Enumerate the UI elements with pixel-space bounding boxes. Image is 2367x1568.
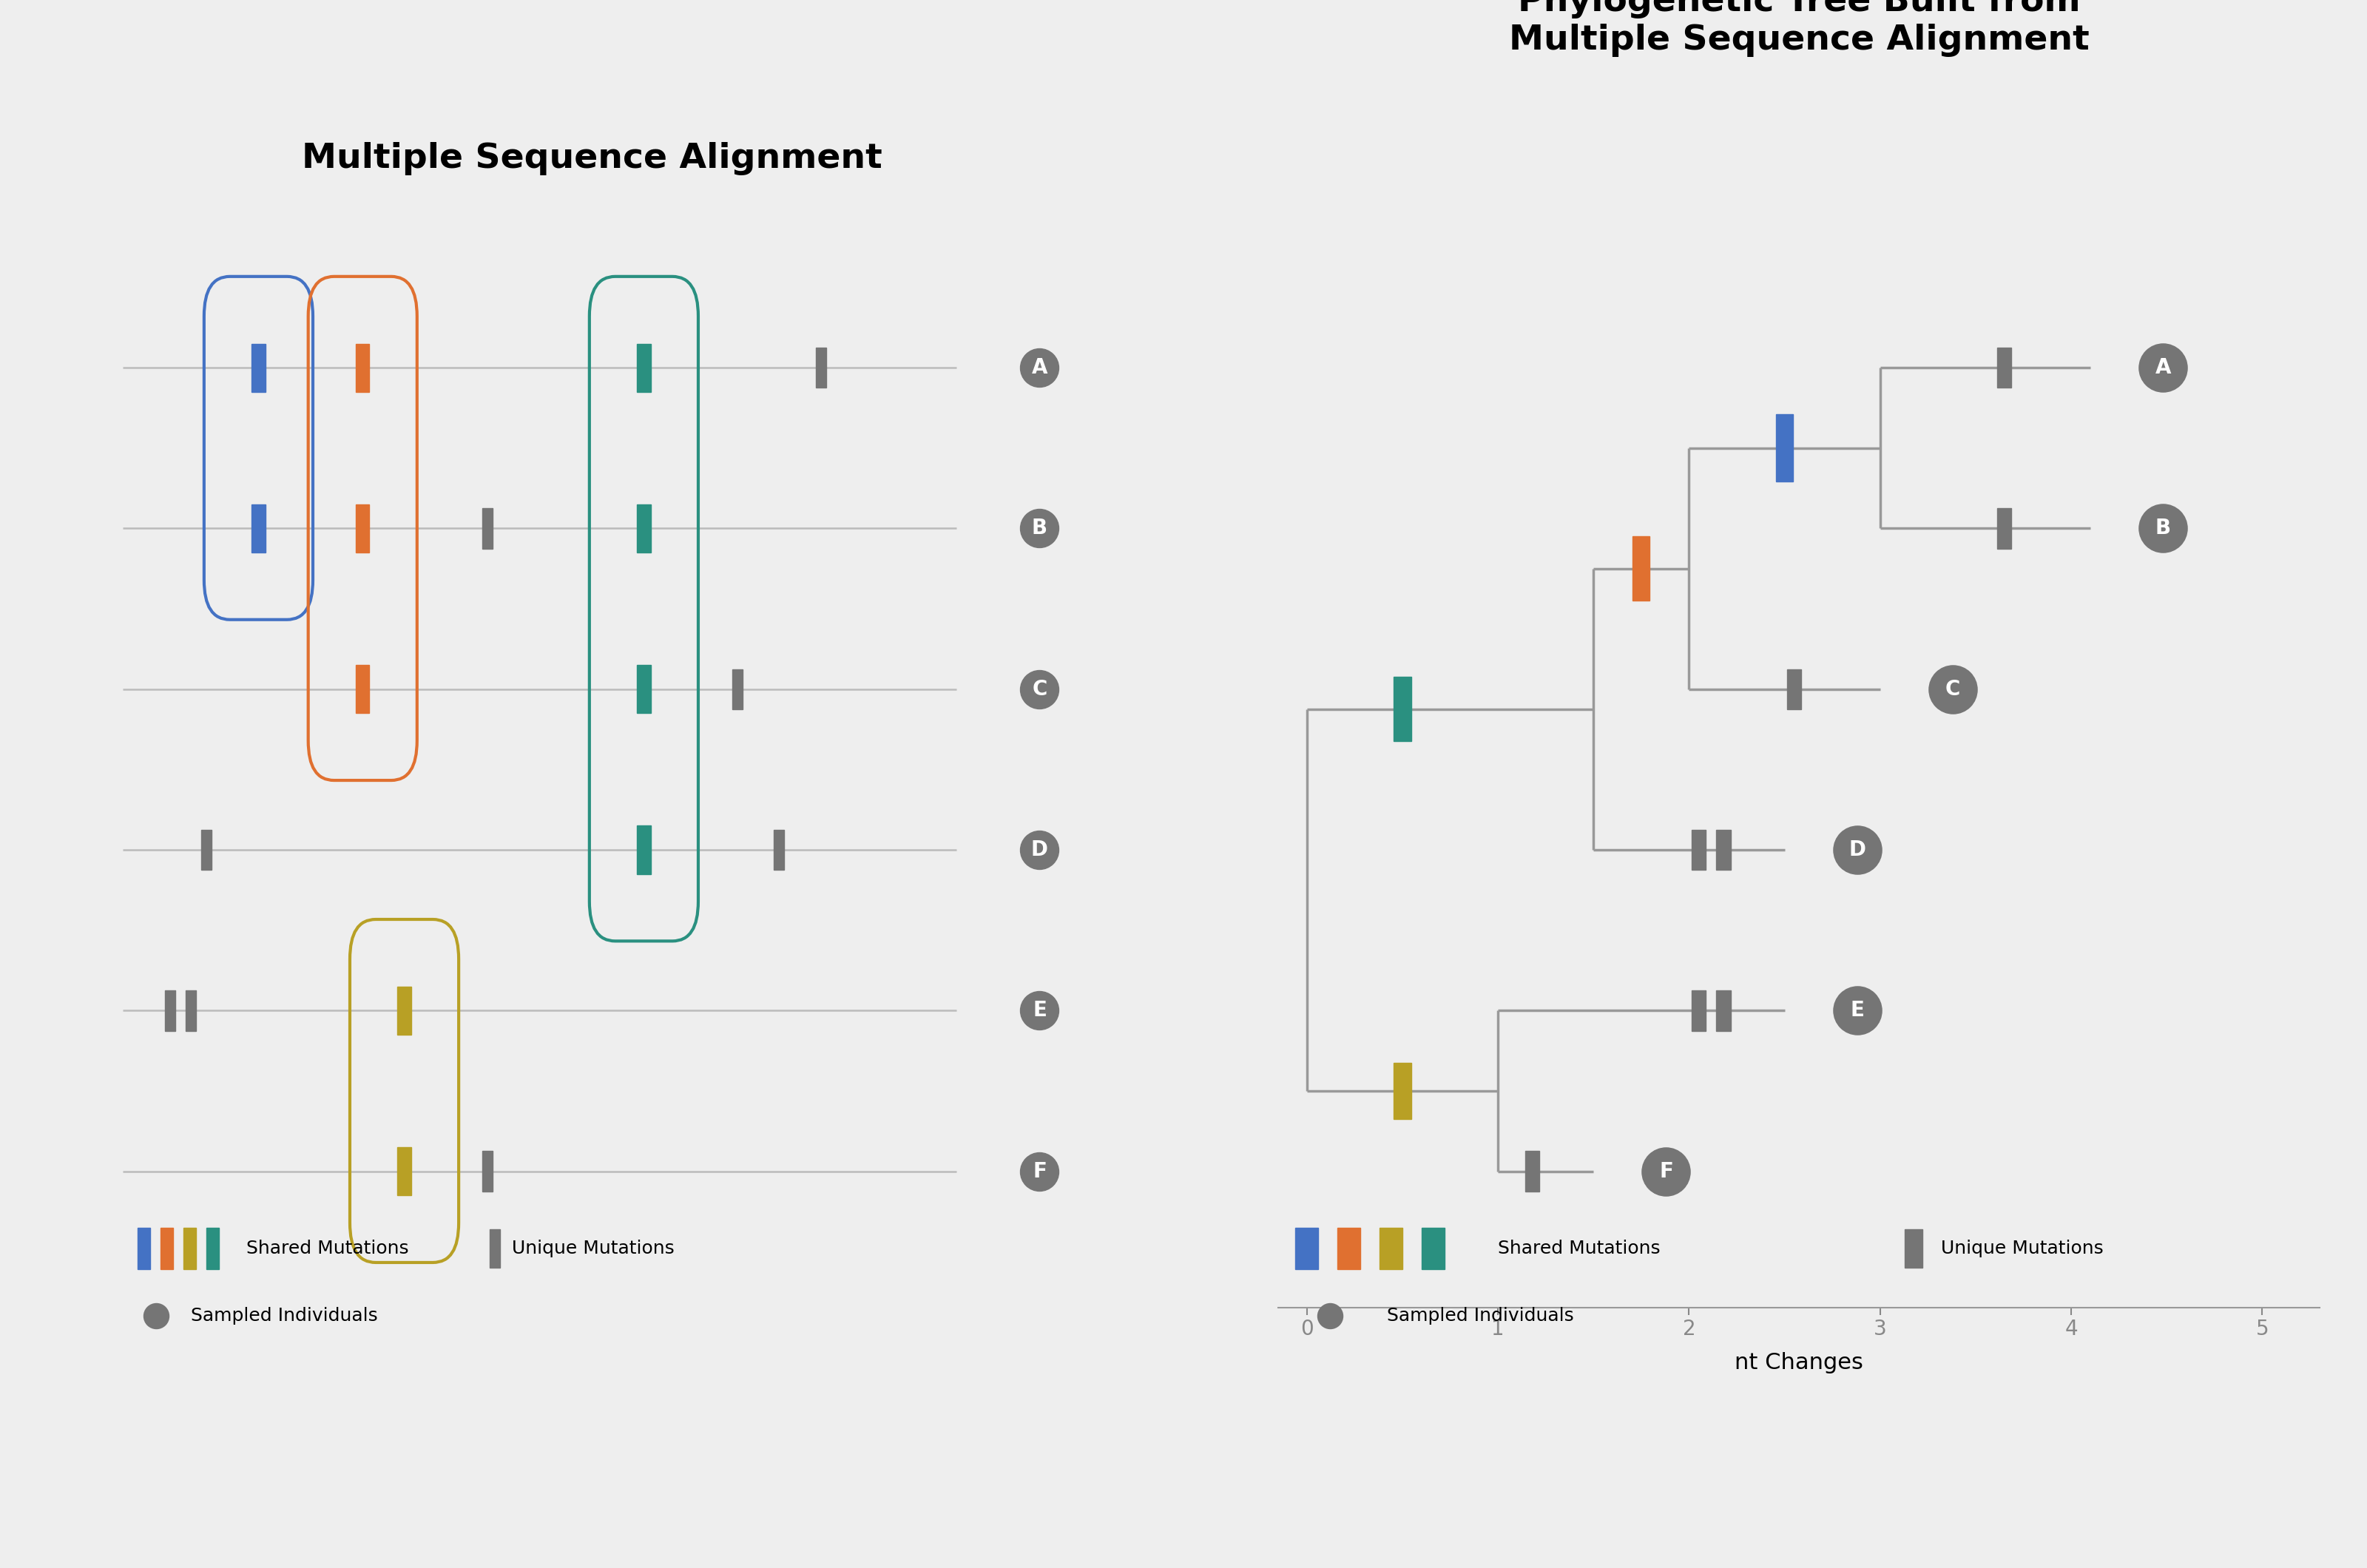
Bar: [1380, 1228, 1401, 1270]
Bar: [1905, 1229, 1922, 1267]
Bar: [355, 343, 369, 392]
Text: F: F: [1659, 1160, 1673, 1182]
X-axis label: nt Changes: nt Changes: [1735, 1352, 1863, 1374]
Point: [137, 1303, 175, 1328]
Text: C: C: [1946, 679, 1960, 699]
Text: D: D: [1032, 839, 1049, 861]
Bar: [483, 1151, 492, 1192]
Bar: [398, 986, 412, 1035]
Point: [1311, 1303, 1349, 1328]
Title: Phylogenetic Tree Built from
Multiple Sequence Alignment: Phylogenetic Tree Built from Multiple Se…: [1508, 0, 2090, 56]
Bar: [251, 505, 265, 552]
Text: Unique Mutations: Unique Mutations: [511, 1240, 675, 1258]
Text: B: B: [1032, 517, 1049, 539]
Bar: [1337, 1228, 1361, 1270]
Bar: [774, 829, 783, 870]
Bar: [201, 829, 211, 870]
Text: Unique Mutations: Unique Mutations: [1941, 1240, 2104, 1258]
Point: [1839, 837, 1877, 862]
Bar: [637, 826, 651, 873]
Bar: [355, 505, 369, 552]
Bar: [1775, 414, 1794, 481]
Point: [2145, 354, 2182, 379]
Point: [1839, 997, 1877, 1022]
Point: [1020, 516, 1058, 541]
Text: B: B: [2154, 517, 2171, 539]
Bar: [1633, 536, 1650, 601]
Bar: [1692, 829, 1707, 870]
Text: A: A: [2154, 358, 2171, 378]
Bar: [398, 1148, 412, 1195]
Point: [1647, 1159, 1685, 1184]
Bar: [161, 1228, 173, 1270]
Bar: [1716, 829, 1730, 870]
Bar: [1716, 991, 1730, 1030]
Bar: [137, 1228, 149, 1270]
Bar: [1524, 1151, 1539, 1192]
Point: [2145, 516, 2182, 541]
Bar: [1692, 991, 1707, 1030]
Text: Multiple Sequence Alignment: Multiple Sequence Alignment: [301, 143, 883, 176]
Text: Shared Mutations: Shared Mutations: [1498, 1240, 1659, 1258]
Bar: [1998, 348, 2012, 387]
Text: C: C: [1032, 679, 1046, 699]
Point: [1020, 676, 1058, 701]
Bar: [185, 1228, 196, 1270]
Bar: [1394, 677, 1411, 742]
Bar: [490, 1229, 499, 1267]
Bar: [637, 665, 651, 713]
Bar: [1295, 1228, 1318, 1270]
Bar: [637, 343, 651, 392]
Text: D: D: [1849, 839, 1865, 861]
Bar: [355, 665, 369, 713]
Point: [1020, 1159, 1058, 1184]
Text: Sampled Individuals: Sampled Individuals: [1387, 1308, 1574, 1325]
Bar: [185, 991, 196, 1030]
Text: Sampled Individuals: Sampled Individuals: [192, 1308, 379, 1325]
Bar: [1787, 670, 1801, 709]
Text: E: E: [1851, 1000, 1865, 1021]
Bar: [1998, 508, 2012, 549]
Point: [1020, 997, 1058, 1022]
Point: [1934, 676, 1972, 701]
Text: E: E: [1032, 1000, 1046, 1021]
Bar: [817, 348, 826, 387]
Point: [1020, 354, 1058, 379]
Text: F: F: [1032, 1160, 1046, 1182]
Bar: [483, 508, 492, 549]
Bar: [731, 670, 743, 709]
Bar: [637, 505, 651, 552]
Point: [1020, 837, 1058, 862]
Bar: [166, 991, 175, 1030]
Bar: [1423, 1228, 1444, 1270]
Bar: [251, 343, 265, 392]
Bar: [206, 1228, 218, 1270]
Bar: [1394, 1063, 1411, 1120]
Text: A: A: [1032, 358, 1049, 378]
Text: Shared Mutations: Shared Mutations: [246, 1240, 409, 1258]
